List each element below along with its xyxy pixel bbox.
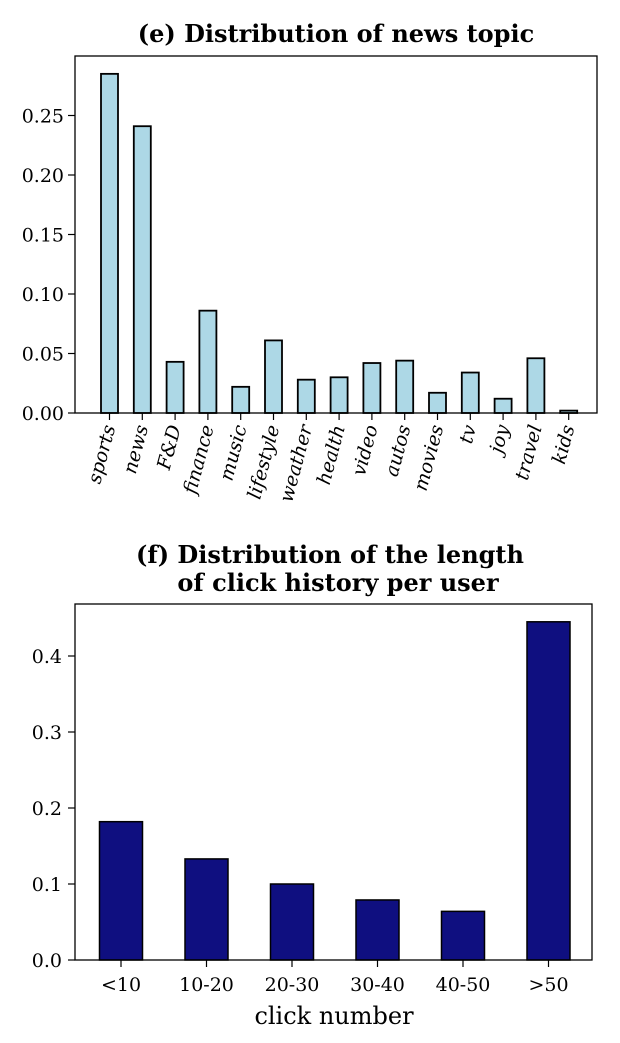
click-history-chart: (f) Distribution of the length of click …	[32, 540, 593, 1030]
x-tick-label: tv	[455, 422, 481, 446]
x-tick-label: <10	[101, 974, 141, 996]
chart-f-title-line-2: of click history per user	[177, 568, 499, 597]
bar-joy	[493, 397, 513, 414]
chart-f-x-axis-label: click number	[254, 1002, 414, 1030]
y-tick-label: 0.1	[32, 874, 62, 896]
bar-f-d	[165, 360, 185, 414]
chart-e-title: (e) Distribution of news topic	[138, 19, 534, 48]
bar-lifestyle	[264, 339, 283, 414]
y-tick-label: 0.00	[22, 403, 64, 425]
x-tick-label: travel	[511, 423, 547, 483]
x-tick-label: video	[348, 423, 383, 479]
bar-health	[329, 376, 349, 414]
bar-video	[362, 362, 382, 414]
chart-e-frame	[74, 55, 598, 414]
x-tick-label: movies	[410, 422, 449, 493]
x-tick-label: 30-40	[350, 974, 405, 996]
bar-click-4	[355, 899, 400, 961]
bar-click-6	[526, 621, 571, 961]
bar-click-1	[98, 820, 144, 961]
x-tick-label: >50	[528, 974, 568, 996]
bar-movies	[428, 391, 447, 414]
y-tick-label: 0.0	[32, 950, 62, 972]
x-tick-label: 20-30	[265, 974, 320, 996]
bar-weather	[296, 378, 316, 414]
x-tick-label: finance	[179, 423, 219, 499]
x-tick-label: 40-50	[436, 974, 491, 996]
y-tick-label: 0.25	[22, 106, 64, 128]
y-tick-label: 0.15	[22, 225, 64, 247]
y-tick-label: 0.4	[32, 646, 62, 668]
bar-autos	[395, 359, 415, 414]
y-tick-label: 0.2	[32, 798, 62, 820]
y-tick-label: 0.3	[32, 722, 62, 744]
bar-click-5	[440, 910, 486, 961]
bar-music	[231, 385, 251, 414]
x-tick-label: kids	[548, 422, 580, 466]
y-tick-label: 0.20	[22, 165, 64, 187]
x-tick-label: news	[119, 422, 153, 476]
topic-distribution-chart: (e) Distribution of news topic 0.000.050…	[22, 19, 598, 505]
bar-tv	[460, 371, 480, 414]
y-tick-label: 0.10	[22, 284, 64, 306]
bar-click-3	[269, 883, 315, 961]
chart-e-bars	[100, 72, 579, 414]
bar-news	[132, 125, 152, 414]
x-tick-label: health	[313, 423, 350, 487]
x-tick-label: joy	[484, 422, 514, 459]
chart-f-title-line-1: (f) Distribution of the length	[136, 540, 524, 569]
bar-finance	[198, 309, 218, 414]
chart-e-y-axis: 0.00 0.05 0.10 0.15 0.20 0.25	[22, 106, 75, 425]
chart-f-frame	[74, 603, 593, 961]
bar-travel	[526, 357, 546, 414]
y-tick-label: 0.05	[22, 344, 64, 366]
x-tick-label: autos	[381, 422, 416, 479]
chart-f-bars	[98, 621, 571, 961]
bar-sports	[100, 72, 119, 414]
bar-click-2	[184, 858, 229, 961]
x-tick-label: music	[216, 422, 252, 483]
x-tick-label: 10-20	[179, 974, 234, 996]
chart-f-x-axis: <10 10-20 20-30 30-40 40-50 >50	[101, 960, 569, 996]
x-tick-label: F&D	[153, 423, 186, 473]
x-tick-label: sports	[84, 422, 121, 486]
chart-f-y-axis: 0.0 0.1 0.2 0.3 0.4	[32, 646, 75, 972]
